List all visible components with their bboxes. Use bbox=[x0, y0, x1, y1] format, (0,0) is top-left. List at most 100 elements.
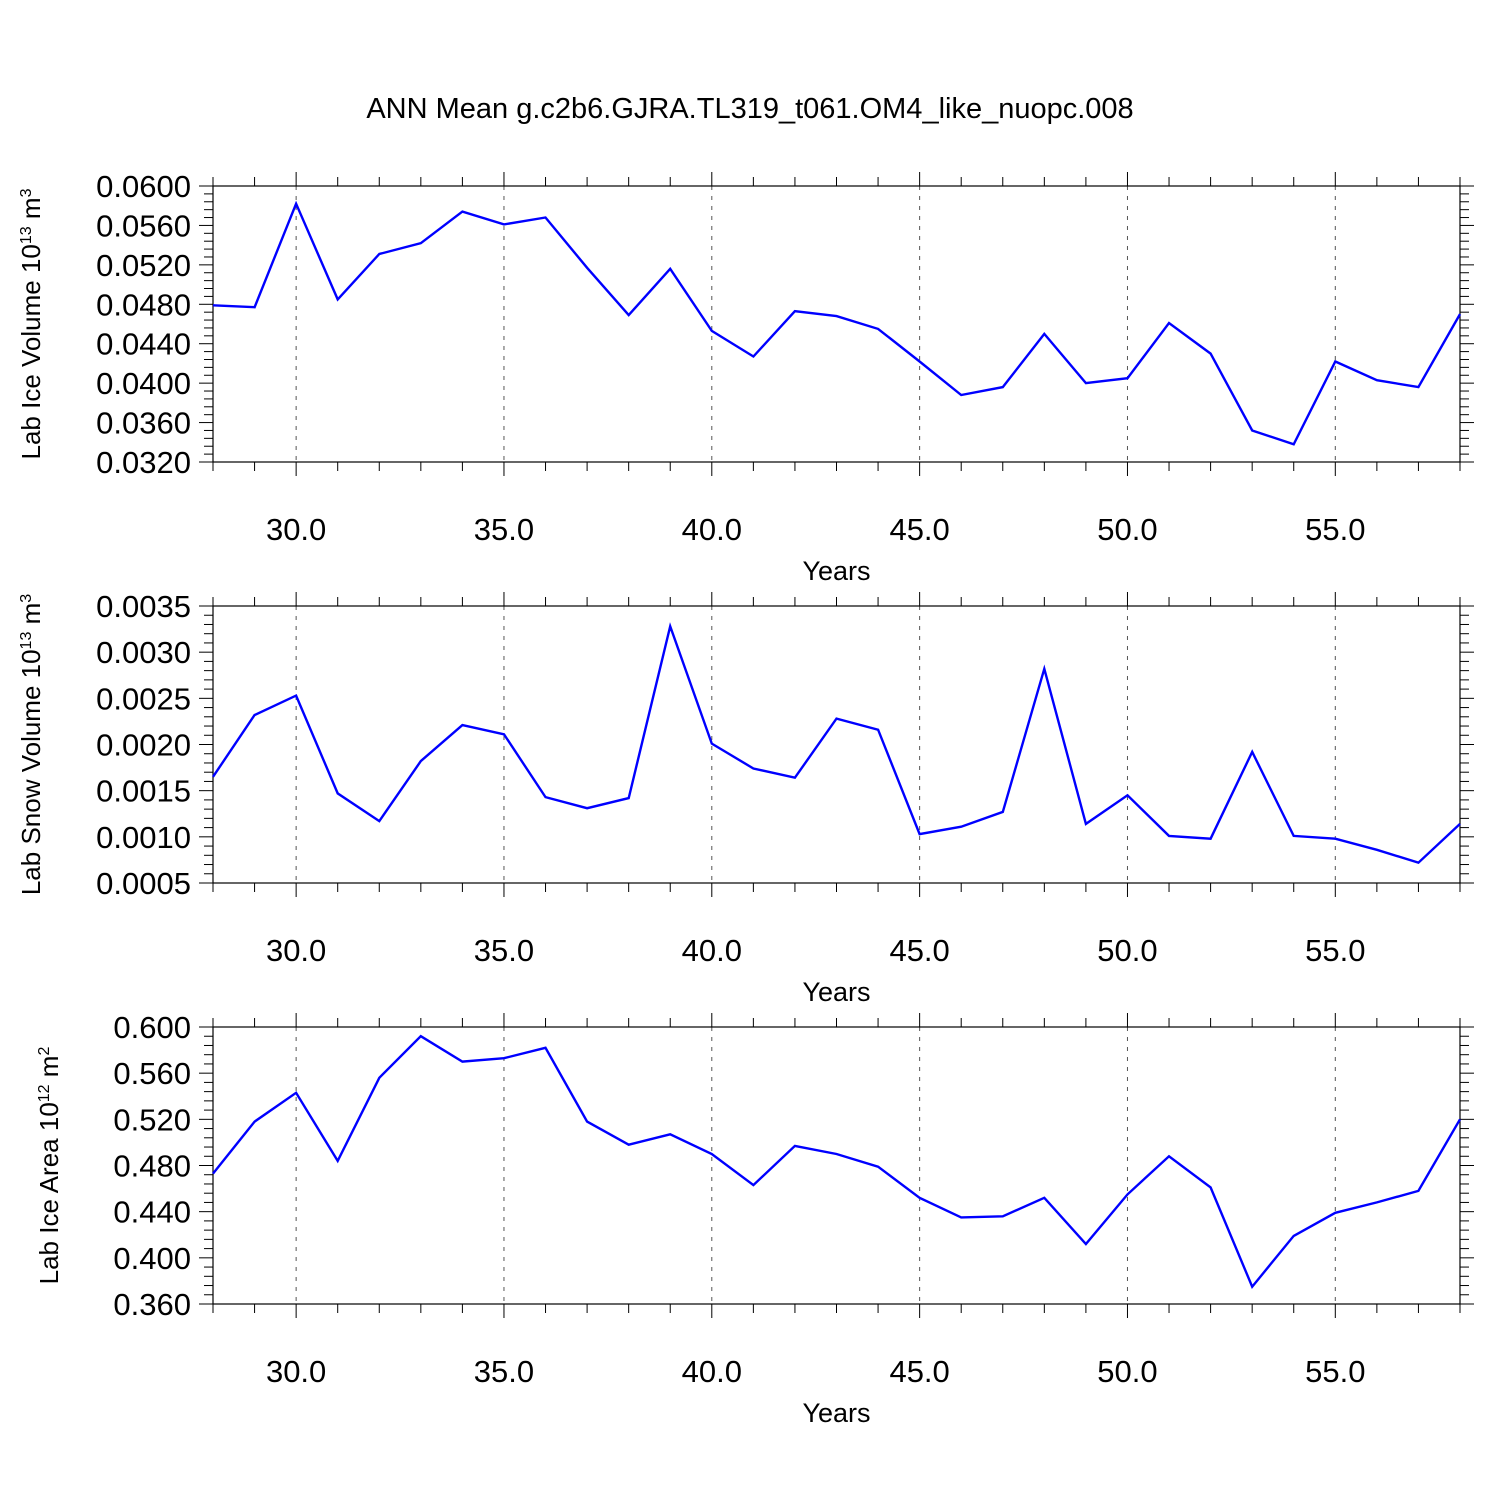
plot-frame bbox=[212, 185, 1461, 463]
y-tick-label: 0.0025 bbox=[96, 681, 191, 716]
data-point bbox=[212, 1173, 214, 1175]
data-point bbox=[1459, 313, 1461, 315]
y-tick-label: 0.520 bbox=[113, 1102, 191, 1137]
data-point bbox=[420, 1035, 422, 1037]
x-tick-label: 30.0 bbox=[266, 1354, 326, 1389]
data-point bbox=[1002, 386, 1004, 388]
data-point bbox=[461, 211, 463, 213]
data-point bbox=[628, 314, 630, 316]
y-tick-label: 0.0035 bbox=[96, 589, 191, 624]
data-point bbox=[545, 1047, 547, 1049]
data-point bbox=[461, 724, 463, 726]
y-tick-label: 0.0520 bbox=[96, 248, 191, 283]
data-point bbox=[545, 217, 547, 219]
data-point bbox=[503, 223, 505, 225]
data-point bbox=[669, 1133, 671, 1135]
data-point bbox=[836, 315, 838, 317]
y-axis-label-superscript: 3 bbox=[18, 188, 35, 197]
y-tick-label: 0.0480 bbox=[96, 287, 191, 322]
data-point bbox=[628, 1144, 630, 1146]
y-tick-label: 0.0015 bbox=[96, 774, 191, 809]
x-axis-label: Years bbox=[802, 556, 870, 586]
y-tick-label: 0.0560 bbox=[96, 208, 191, 243]
data-point bbox=[1459, 823, 1461, 825]
chart-panel-2: 0.0005 0.0010 0.0015 0.0020 0.0025 0.0030 0.00… bbox=[16, 589, 1474, 1007]
data-point bbox=[503, 1057, 505, 1059]
x-tick-label: 40.0 bbox=[682, 933, 742, 968]
data-point bbox=[1376, 1201, 1378, 1203]
data-point bbox=[1043, 1197, 1045, 1199]
y-axis-label: Lab Snow Volume 1013 m3 bbox=[16, 594, 46, 895]
data-point bbox=[711, 743, 713, 745]
data-point bbox=[254, 306, 256, 308]
x-tick-label: 40.0 bbox=[682, 512, 742, 547]
data-point bbox=[254, 1121, 256, 1123]
data-point bbox=[752, 768, 754, 770]
data-point bbox=[960, 1216, 962, 1218]
y-axis-label-part: Lab Ice Volume 10 bbox=[16, 244, 46, 459]
data-point bbox=[1085, 1243, 1087, 1245]
data-point bbox=[378, 820, 380, 822]
y-tick-label: 0.600 bbox=[113, 1010, 191, 1045]
data-point bbox=[669, 625, 671, 627]
y-tick-label: 0.560 bbox=[113, 1056, 191, 1091]
data-point bbox=[586, 1121, 588, 1123]
data-point bbox=[1417, 386, 1419, 388]
data-point bbox=[378, 253, 380, 255]
plot-frame bbox=[212, 605, 1461, 884]
x-tick-label: 30.0 bbox=[266, 512, 326, 547]
data-point bbox=[420, 760, 422, 762]
data-point bbox=[877, 1166, 879, 1168]
data-point bbox=[254, 714, 256, 716]
data-point bbox=[1210, 838, 1212, 840]
y-tick-label: 0.0440 bbox=[96, 327, 191, 362]
data-point bbox=[1376, 849, 1378, 851]
y-axis-label-part: m bbox=[34, 1056, 64, 1085]
data-point bbox=[1334, 1212, 1336, 1214]
data-point bbox=[1002, 1215, 1004, 1217]
data-point bbox=[1334, 838, 1336, 840]
y-axis-label-superscript: 3 bbox=[18, 594, 35, 603]
x-tick-label: 35.0 bbox=[474, 933, 534, 968]
data-point bbox=[919, 1197, 921, 1199]
data-point bbox=[877, 729, 879, 731]
series-line bbox=[212, 622, 1461, 865]
data-point bbox=[1251, 751, 1253, 753]
data-point bbox=[461, 1061, 463, 1063]
data-point bbox=[378, 1077, 380, 1079]
x-tick-label: 55.0 bbox=[1305, 1354, 1365, 1389]
data-point bbox=[877, 328, 879, 330]
y-axis-label-superscript: 12 bbox=[36, 1084, 53, 1102]
data-point bbox=[1085, 382, 1087, 384]
data-point bbox=[836, 718, 838, 720]
data-point bbox=[545, 796, 547, 798]
data-point bbox=[1293, 835, 1295, 837]
data-point bbox=[1043, 333, 1045, 335]
y-tick-label: 0.0020 bbox=[96, 728, 191, 763]
y-tick-label: 0.480 bbox=[113, 1149, 191, 1184]
y-tick-label: 0.0010 bbox=[96, 820, 191, 855]
data-point bbox=[794, 1145, 796, 1147]
x-tick-label: 35.0 bbox=[474, 1354, 534, 1389]
x-tick-label: 50.0 bbox=[1097, 512, 1157, 547]
data-point bbox=[1126, 794, 1128, 796]
data-point bbox=[711, 1153, 713, 1155]
x-tick-label: 55.0 bbox=[1305, 933, 1365, 968]
y-tick-label: 0.440 bbox=[113, 1195, 191, 1230]
data-point bbox=[337, 298, 339, 300]
data-point bbox=[1126, 377, 1128, 379]
x-tick-label: 30.0 bbox=[266, 933, 326, 968]
data-point bbox=[1168, 1155, 1170, 1157]
y-tick-label: 0.0320 bbox=[96, 445, 191, 480]
data-point bbox=[836, 1153, 838, 1155]
x-tick-label: 35.0 bbox=[474, 512, 534, 547]
data-point bbox=[586, 807, 588, 809]
data-point bbox=[295, 203, 297, 205]
y-axis-label-superscript: 13 bbox=[18, 226, 35, 244]
x-tick-label: 45.0 bbox=[889, 933, 949, 968]
data-point bbox=[960, 394, 962, 396]
data-point bbox=[1251, 429, 1253, 431]
data-point bbox=[1168, 835, 1170, 837]
data-point bbox=[586, 267, 588, 269]
